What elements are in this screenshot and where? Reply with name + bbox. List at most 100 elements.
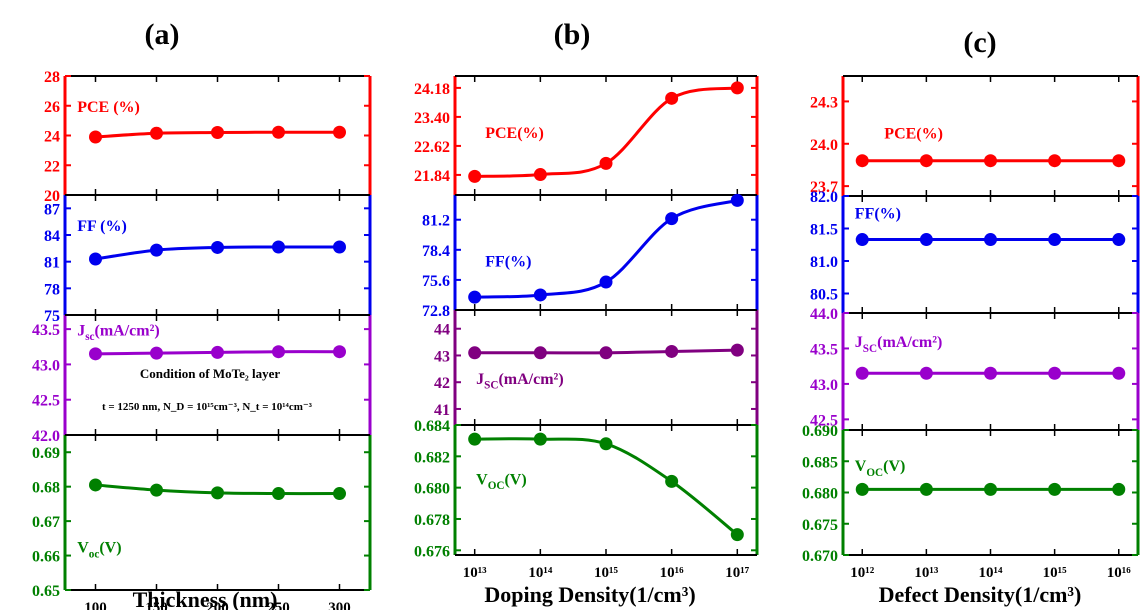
x-tick-label: 10¹⁴ — [528, 565, 552, 581]
series-label-ff: FF(%) — [855, 205, 901, 222]
y-tick-label: 82.0 — [810, 189, 838, 206]
y-tick-label: 75.6 — [422, 273, 450, 290]
subplot-b-ff: 72.8 75.6 78.4 81.2 FF(%) — [422, 193, 759, 320]
data-point — [150, 346, 163, 360]
annotation-line2: t = 1250 nm, N_D = 10¹⁵cm⁻³, N_t = 10¹⁴c… — [102, 401, 313, 413]
plots-layer: 20 22 24 26 28 PCE (%) 75 78 81 84 87 FF (%) 42.0 42.… — [32, 69, 1140, 615]
data-point — [150, 483, 163, 497]
data-point — [211, 240, 224, 254]
data-point — [599, 275, 613, 289]
subplot-c-ff: 80.5 81.0 81.5 82.0 FF(%) — [810, 189, 1140, 314]
x-tick-label: 10¹⁵ — [594, 565, 618, 581]
y-tick-label: 43.0 — [32, 357, 60, 374]
y-tick-label: 78 — [44, 281, 60, 298]
series-label-jsc: JSC(mA/cm²) — [476, 371, 564, 392]
y-tick-label: 42.5 — [810, 412, 838, 429]
data-point — [1112, 482, 1126, 496]
x-tick-label: 200 — [206, 600, 229, 610]
y-tick-label: 0.685 — [802, 454, 838, 471]
y-tick-label: 0.66 — [32, 549, 60, 566]
data-point — [730, 343, 744, 357]
data-point — [468, 290, 482, 304]
y-tick-label: 72.8 — [422, 303, 450, 320]
data-point — [1048, 366, 1062, 380]
y-tick-label: 80.5 — [810, 287, 838, 304]
y-tick-label: 23.40 — [414, 110, 450, 127]
y-tick-label: 81.0 — [810, 254, 838, 271]
y-tick-label: 0.684 — [414, 418, 450, 435]
x-tick-label: 250 — [267, 600, 290, 610]
y-tick-label: 84 — [44, 228, 60, 245]
data-point — [468, 432, 482, 446]
data-point — [272, 487, 285, 501]
y-tick-label: 44 — [434, 322, 450, 339]
series-label-pce: PCE(%) — [884, 125, 943, 142]
y-tick-label: 43.5 — [810, 341, 838, 358]
data-point — [89, 130, 102, 144]
data-point — [333, 125, 346, 139]
data-point — [855, 154, 869, 168]
y-tick-label: 42 — [434, 375, 450, 392]
y-tick-label: 43.5 — [32, 322, 60, 339]
data-point — [855, 366, 869, 380]
series-label-jsc: Jsc(mA/cm²) — [77, 322, 160, 343]
xlabel-a: Thickness (nm) — [133, 587, 278, 610]
y-tick-label: 0.676 — [414, 543, 450, 560]
data-point — [468, 169, 482, 183]
y-tick-label: 41 — [434, 402, 450, 419]
data-point — [89, 347, 102, 361]
data-point — [89, 252, 102, 266]
y-tick-label: 42.0 — [32, 428, 60, 445]
data-point — [665, 91, 679, 105]
data-point — [533, 288, 547, 302]
y-tick-label: 78.4 — [422, 243, 450, 260]
panel-letter-c: (c) — [963, 26, 996, 59]
subplot-b-jsc: 41 42 43 44 JSC(mA/cm²) — [434, 309, 759, 426]
subplot-a-ff: 75 78 81 84 87 FF (%) — [44, 194, 372, 325]
xlabel-c: Defect Density(1/cm³) — [879, 582, 1082, 607]
data-point — [730, 81, 744, 95]
xlabel-b: Doping Density(1/cm³) — [484, 582, 695, 607]
data-point — [599, 156, 613, 170]
y-tick-label: 22.62 — [414, 139, 450, 156]
data-point — [272, 345, 285, 359]
data-point — [89, 478, 102, 492]
data-point — [665, 344, 679, 358]
y-tick-label: 0.65 — [32, 583, 60, 600]
series-label-voc: Voc(V) — [77, 540, 121, 561]
subplot-a-pce: 20 22 24 26 28 PCE (%) — [44, 69, 372, 205]
data-point — [855, 482, 869, 496]
y-tick-label: 42.5 — [32, 393, 60, 410]
y-tick-label: 75 — [44, 308, 60, 325]
panel-letter-a: (a) — [145, 18, 180, 51]
series-label-ff: FF(%) — [485, 254, 531, 271]
y-tick-label: 24.0 — [810, 137, 838, 154]
y-tick-label: 23.7 — [810, 179, 838, 196]
y-tick-label: 0.680 — [802, 486, 838, 503]
series-label-ff: FF (%) — [77, 218, 127, 235]
data-point — [984, 233, 997, 247]
data-point — [533, 346, 547, 360]
y-tick-label: 44.0 — [810, 306, 838, 323]
data-point — [150, 126, 163, 140]
y-tick-label: 28 — [44, 69, 60, 86]
y-tick-label: 81.2 — [422, 213, 450, 230]
data-point — [333, 345, 346, 359]
x-tick-label: 10¹⁷ — [725, 565, 749, 581]
y-tick-label: 0.67 — [32, 514, 60, 531]
x-tick-label: 150 — [145, 600, 168, 610]
data-point — [1112, 366, 1126, 380]
y-tick-label: 0.682 — [414, 449, 450, 466]
y-tick-label: 87 — [44, 201, 60, 218]
subplot-a-voc: 0.65 0.66 0.67 0.68 0.69 Voc(V) 100 150 200 250 30… — [32, 434, 372, 615]
data-point — [150, 243, 163, 257]
series-label-pce: PCE(%) — [485, 125, 544, 142]
data-point — [1112, 233, 1126, 247]
x-tick-label: 10¹² — [850, 565, 874, 581]
data-point — [272, 240, 285, 254]
data-point — [468, 346, 482, 360]
data-point — [599, 437, 613, 451]
y-tick-label: 21.84 — [414, 168, 450, 185]
data-point — [665, 212, 679, 226]
